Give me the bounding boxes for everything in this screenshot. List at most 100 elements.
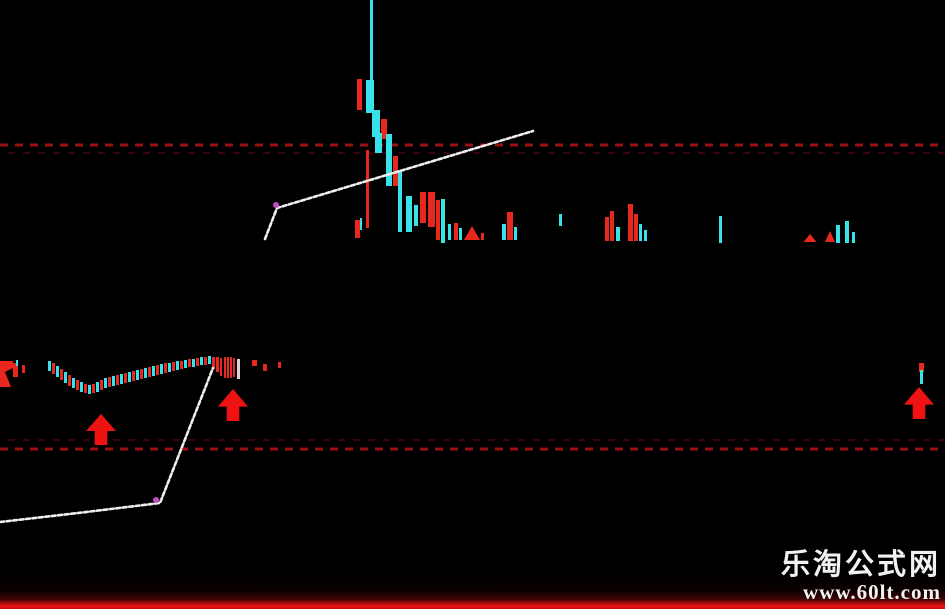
buy-signal-arrow	[86, 414, 116, 445]
candle-upper	[360, 218, 362, 230]
candle-upper	[852, 232, 855, 243]
candle-lower	[208, 356, 211, 364]
candle-upper	[836, 225, 840, 243]
candle-upper	[454, 223, 458, 240]
candle-lower	[16, 360, 18, 366]
candle-lower	[204, 357, 207, 365]
candle-upper	[634, 214, 638, 241]
candle-lower	[84, 384, 87, 393]
candle-upper	[436, 200, 440, 240]
candle-lower	[212, 357, 215, 369]
candle-lower	[180, 361, 183, 369]
candle-lower	[188, 359, 191, 367]
candle-lower	[140, 369, 143, 379]
candle-lower	[13, 363, 18, 377]
candle-lower	[100, 380, 103, 390]
candle-lower	[52, 363, 55, 374]
candle-lower	[64, 372, 67, 383]
bottom-red-bar	[0, 577, 945, 609]
candle-lower	[176, 361, 179, 370]
candle-lower	[108, 377, 111, 387]
candle-upper	[428, 192, 435, 227]
candle-lower	[220, 358, 222, 376]
candle-upper	[386, 134, 392, 186]
candle-upper	[370, 0, 373, 80]
candle-lower	[192, 359, 195, 367]
candle-lower	[156, 365, 159, 375]
candle-upper	[605, 217, 609, 241]
candle-lower	[148, 367, 151, 377]
candle-lower	[112, 376, 115, 386]
candle-lower	[22, 365, 25, 373]
candle-lower	[72, 378, 75, 388]
candle-upper	[414, 205, 418, 226]
candle-lower	[92, 384, 95, 393]
candle-upper	[502, 224, 506, 240]
trend-line	[0, 366, 215, 524]
candle-upper	[372, 110, 380, 137]
candle-upper	[366, 80, 374, 113]
candle-lower	[128, 372, 131, 382]
candle-lower	[227, 357, 229, 378]
candle-upper	[507, 212, 513, 240]
candle-upper	[845, 221, 849, 243]
candle-lower	[230, 357, 232, 378]
candle-lower	[68, 375, 71, 386]
buy-signal-arrow	[218, 389, 248, 421]
candle-upper	[559, 214, 562, 226]
buy-signal-arrow	[904, 387, 934, 419]
watermark: 乐淘公式网 www.60lt.com	[781, 549, 941, 604]
watermark-site-url: www.60lt.com	[803, 579, 941, 604]
candle-lower	[120, 374, 123, 384]
candle-upper	[610, 211, 614, 241]
candle-lower	[224, 357, 226, 378]
candle-lower	[263, 364, 267, 371]
candle-lower	[233, 358, 235, 377]
left-edge-flag	[0, 361, 13, 387]
candle-lower	[168, 363, 171, 372]
candle-lower	[164, 363, 167, 373]
trend-bend-dot	[273, 202, 279, 208]
candle-upper	[357, 79, 362, 110]
trend-bend-dot	[153, 497, 159, 503]
candle-upper	[639, 224, 642, 241]
candle-lower	[196, 358, 199, 366]
trend-line	[263, 129, 535, 241]
candle-lower	[88, 385, 91, 394]
candle-upper	[448, 224, 451, 240]
candle-lower	[152, 366, 155, 376]
candle-upper	[355, 220, 360, 238]
candle-lower	[124, 373, 127, 383]
candle-lower	[200, 357, 203, 365]
candle-lower	[160, 364, 163, 374]
candle-upper	[375, 133, 382, 153]
small-triangle-marker	[464, 226, 480, 240]
candle-upper	[381, 119, 387, 139]
candle-lower	[184, 360, 187, 368]
candle-lower	[919, 363, 924, 372]
candle-upper	[628, 204, 633, 241]
candle-lower	[278, 362, 281, 368]
candle-upper	[366, 150, 369, 228]
candle-upper	[441, 199, 445, 243]
candle-upper	[420, 192, 426, 223]
candle-lower	[96, 382, 99, 392]
candle-lower	[80, 382, 83, 392]
candle-lower	[136, 370, 139, 380]
candle-lower	[172, 362, 175, 371]
candle-lower	[920, 370, 923, 384]
small-triangle-marker	[825, 231, 835, 242]
candle-lower	[104, 378, 107, 388]
candle-lower	[56, 366, 59, 377]
candle-lower	[48, 361, 51, 371]
candle-upper	[398, 170, 402, 232]
candle-lower	[252, 360, 257, 366]
candle-upper	[481, 233, 484, 240]
candle-upper	[406, 196, 412, 232]
candle-upper	[719, 216, 722, 243]
candle-lower	[132, 371, 135, 381]
candle-upper	[644, 230, 647, 241]
candle-lower	[76, 380, 79, 390]
